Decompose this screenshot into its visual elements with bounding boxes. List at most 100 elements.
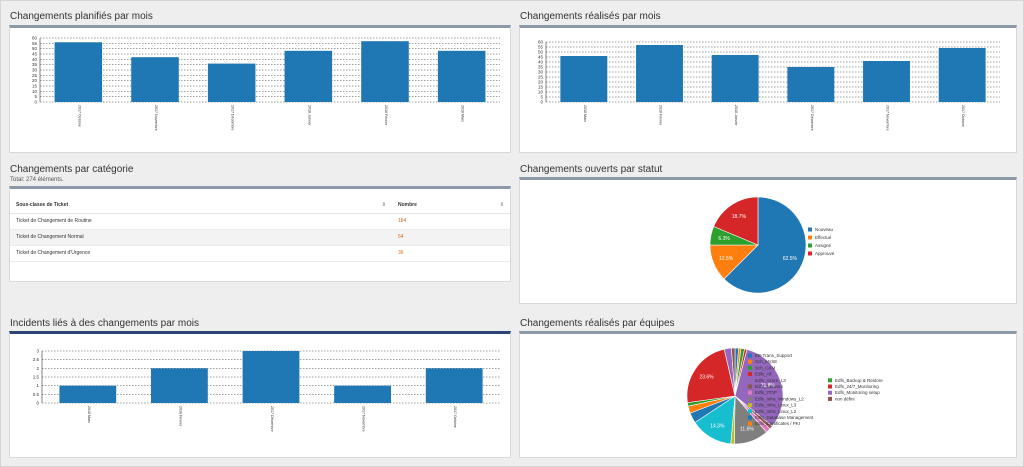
legend-entry[interactable]: Edfs_Infra_Windows_L2 [755, 396, 804, 401]
y-tick-label: 30 [32, 68, 38, 73]
y-tick-label: 25 [538, 75, 544, 80]
x-tick-label: 2018 Février [178, 406, 182, 427]
bar[interactable] [711, 55, 759, 102]
bar[interactable] [54, 42, 103, 102]
pie-slice[interactable] [713, 196, 759, 246]
legend-swatch [748, 415, 752, 420]
bar[interactable] [425, 368, 483, 403]
slice-label: 14.3% [710, 424, 725, 430]
pie-slice[interactable] [686, 348, 736, 403]
teams-panel: 31.8% 11.6% 14.3% 23.6% EB-Trans_Support Sch_… [519, 331, 1017, 458]
legend-entry[interactable]: Edfs_Azure_L3 [755, 378, 786, 383]
legend-entry[interactable]: Edfs_ITOP [755, 390, 777, 395]
pie-slice[interactable] [723, 196, 807, 294]
legend-entry[interactable]: Sch_CKM [755, 365, 776, 370]
bar[interactable] [131, 57, 179, 102]
legend-entry[interactable]: Approuvé [815, 251, 835, 256]
x-tick-label: 2018 Mars [87, 406, 91, 423]
x-tick-label: 2017 Novembre [362, 406, 366, 432]
legend-entry[interactable]: Edfs_Infra_Linux_L2 [755, 409, 797, 414]
legend-swatch [748, 372, 752, 377]
y-tick-label: 2.5 [33, 357, 40, 362]
bar[interactable] [284, 50, 333, 102]
legend-entry[interactable]: Edfs_All [755, 372, 772, 377]
y-tick-label: 0.5 [33, 392, 40, 397]
x-tick-label: 2017 Décembre [810, 105, 814, 131]
row-count-link[interactable]: 54 [392, 229, 510, 246]
legend-swatch [828, 384, 832, 389]
sort-icon[interactable]: ⇕ [499, 202, 504, 209]
category-panel: Sous-classe de Ticket ⇕ Nombre ⇕ Ticket … [9, 186, 511, 282]
bar[interactable] [361, 41, 409, 102]
legend-entry[interactable]: EB-Trans_Support [755, 353, 793, 358]
y-tick-label: 40 [538, 60, 544, 65]
legend-swatch [748, 403, 752, 408]
slice-label: 12.5% [719, 256, 734, 262]
legend-entry[interactable]: non défini [835, 396, 855, 401]
x-tick-label: 2017 Octobre [453, 406, 457, 428]
status-chart: 62.5% 12.5% 6.3% 18.7% Nouveau Effectué Assign… [709, 196, 835, 294]
pie-slice[interactable] [731, 347, 736, 397]
x-tick-label: 2017 Novembre [154, 105, 158, 131]
row-count-link[interactable]: 36 [392, 245, 510, 262]
legend-entry[interactable]: Sch_MySE [755, 359, 777, 364]
bar[interactable] [242, 351, 300, 403]
legend-swatch [748, 378, 752, 383]
bar[interactable] [334, 385, 391, 403]
y-tick-label: 20 [32, 78, 38, 83]
slice-label: 6.3% [718, 236, 730, 242]
legend-entry[interactable]: Edfs_Infra_Linux_L3 [755, 403, 797, 408]
sort-icon[interactable]: ⇕ [381, 202, 386, 209]
bar[interactable] [151, 368, 208, 403]
y-tick-label: 40 [32, 57, 38, 62]
legend-entry[interactable]: Edfs_Backup & Restore [835, 378, 883, 383]
legend-entry[interactable]: Effectué [815, 235, 832, 240]
y-tick-label: 3 [36, 349, 39, 354]
slice-label: 62.5% [783, 256, 798, 262]
bar[interactable] [437, 50, 486, 102]
row-count-link[interactable]: 184 [392, 213, 510, 230]
teams-title: Changements réalisés par équipes [520, 318, 675, 329]
bar[interactable] [636, 45, 683, 102]
y-tick-label: 60 [538, 40, 544, 45]
bar[interactable] [560, 56, 608, 102]
y-tick-label: 0 [540, 100, 543, 105]
table-row: Ticket de Changement Normal 54 [10, 229, 510, 246]
pie-slice[interactable] [734, 349, 784, 427]
y-tick-label: 55 [538, 45, 544, 50]
bar[interactable] [863, 61, 910, 102]
x-tick-label: 2018 Mars [583, 105, 587, 122]
incidents-chart: 0 0.5 1 1.5 2 2.5 3 2018 Mars 2018 Février 2017 D… [33, 349, 500, 432]
legend-entry[interactable]: Edfs_Certificates / PKI [755, 421, 800, 426]
legend-entry[interactable]: Nouveau [815, 227, 834, 232]
category-table: Sous-classe de Ticket ⇕ Nombre ⇕ Ticket … [10, 198, 510, 262]
legend-swatch [828, 378, 832, 383]
legend-entry[interactable]: Edfs_Monitoring setup [835, 390, 880, 395]
y-tick-label: 60 [32, 36, 38, 41]
bar[interactable] [938, 48, 986, 102]
y-tick-label: 10 [32, 89, 38, 94]
y-tick-label: 20 [538, 80, 544, 85]
slice-label: 18.7% [732, 214, 747, 220]
legend-swatch [808, 227, 812, 232]
legend-entry[interactable]: Edfs_Network [755, 384, 784, 389]
header-count[interactable]: Nombre ⇕ [392, 198, 510, 214]
legend-entry[interactable]: Edfs_24/7_Monitoring [835, 384, 879, 389]
status-panel: 62.5% 12.5% 6.3% 18.7% Nouveau Effectué Assign… [519, 177, 1017, 304]
row-label: Ticket de Changement Normal [10, 229, 392, 246]
slice-label: 23.6% [699, 374, 714, 380]
bar[interactable] [787, 67, 835, 102]
legend-swatch [808, 235, 812, 240]
legend-entry[interactable]: Edfs_Database Management [755, 415, 814, 420]
legend-swatch [748, 353, 752, 358]
legend-entry[interactable]: Assigné [815, 243, 832, 248]
bar[interactable] [59, 385, 117, 403]
y-tick-label: 50 [538, 50, 544, 55]
x-tick-label: 2017 Décembre [231, 105, 235, 131]
bar[interactable] [207, 63, 256, 102]
header-subclass[interactable]: Sous-classe de Ticket ⇕ [10, 198, 392, 214]
legend-swatch [748, 390, 752, 395]
x-tick-label: 2018 Février [384, 105, 388, 126]
legend-swatch [828, 390, 832, 395]
